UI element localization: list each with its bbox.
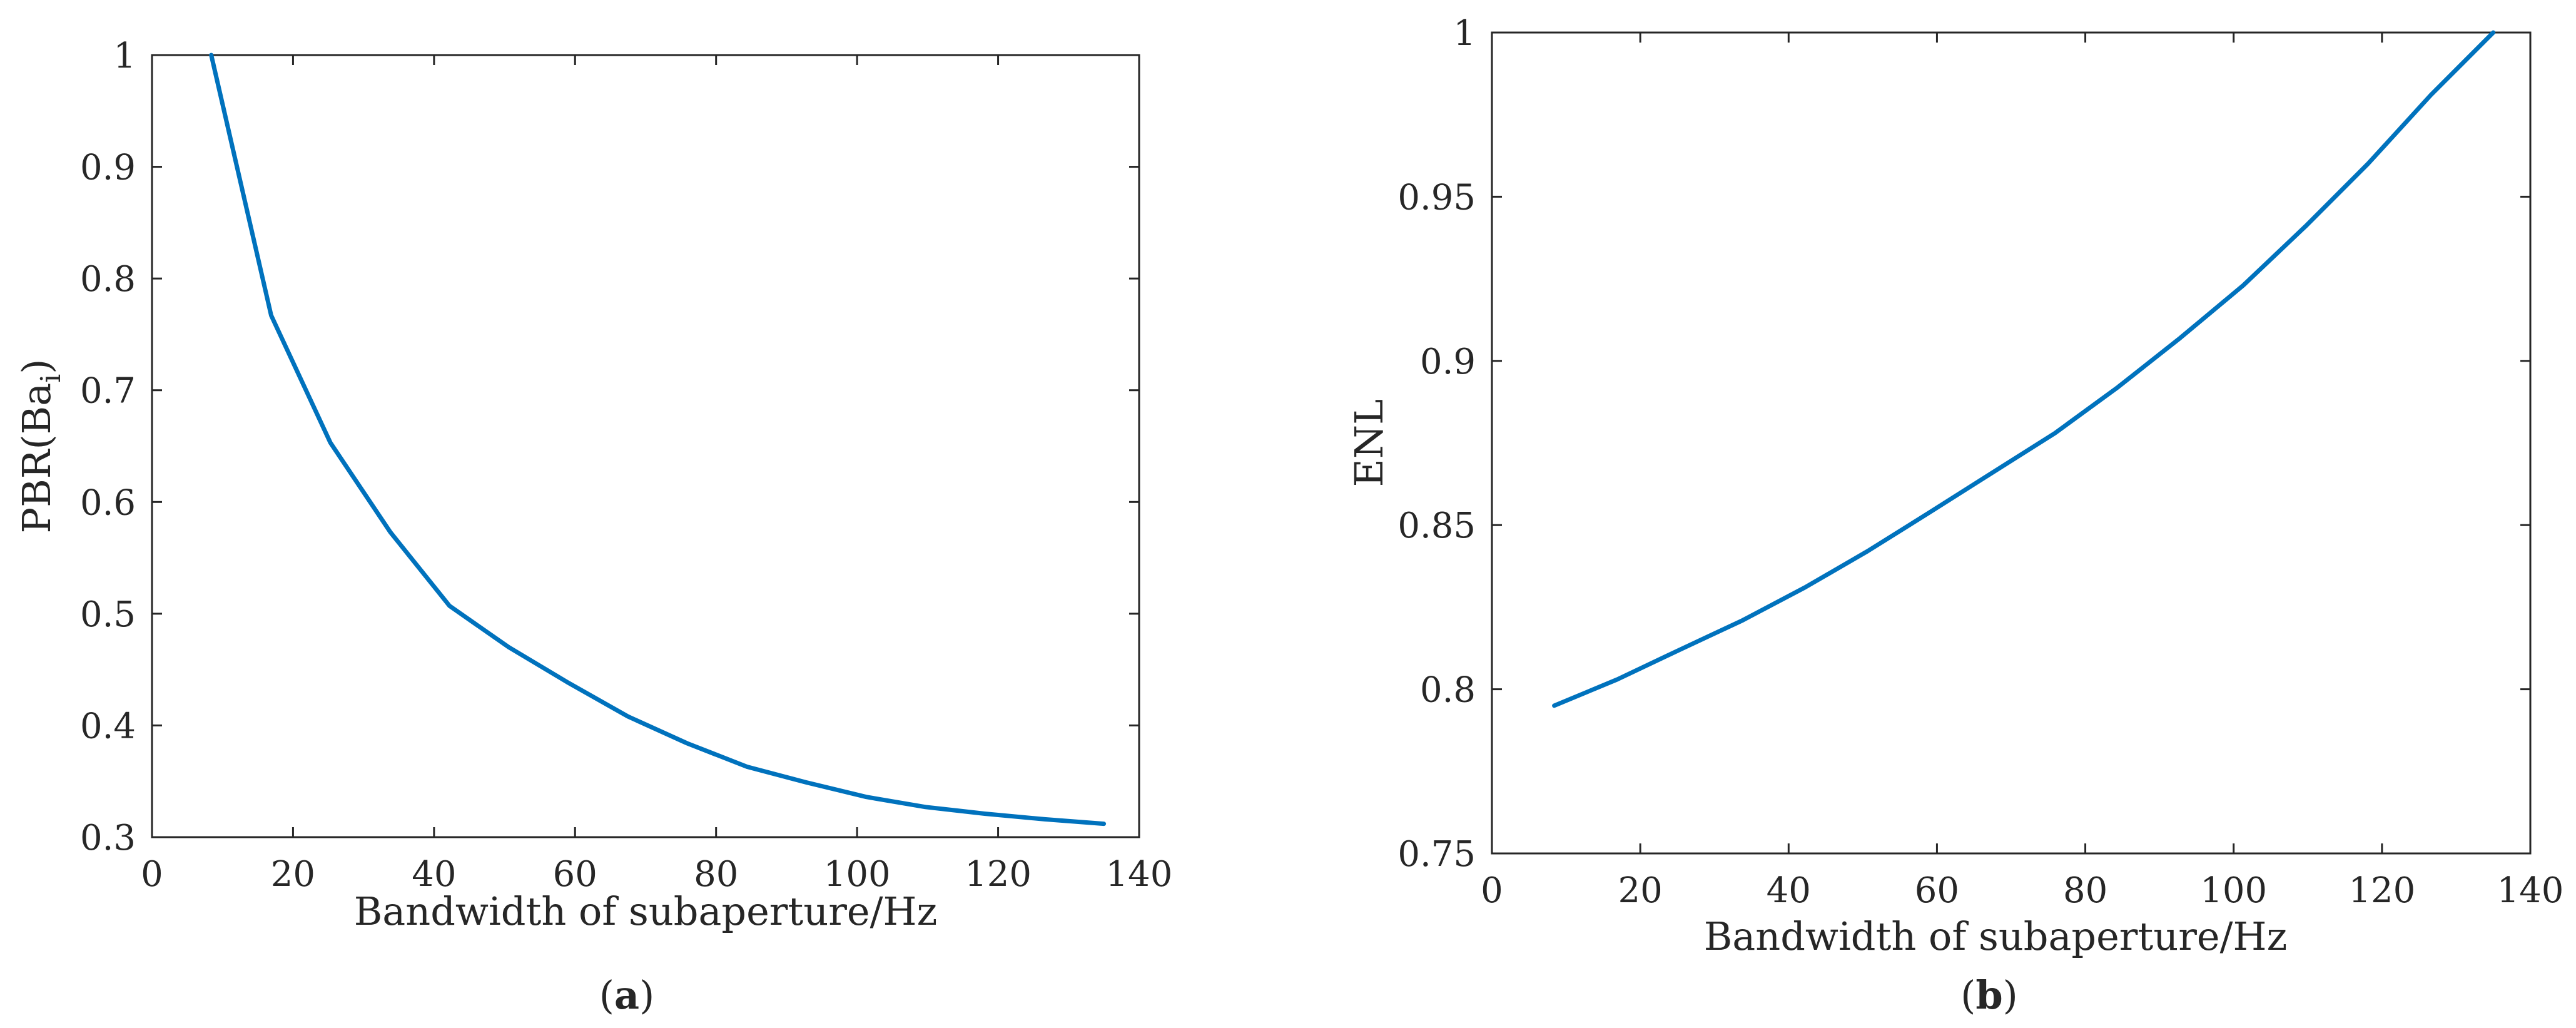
series-line [209, 53, 1107, 827]
x-tick-label: 60 [1915, 870, 1959, 911]
x-tick-label: 20 [1618, 870, 1663, 911]
x-tick-label: 40 [1767, 870, 1811, 911]
y-tick-label: 0.8 [1420, 670, 1476, 711]
x-tick-label: 120 [2348, 870, 2415, 911]
y-tick-label: 0.9 [1420, 342, 1476, 382]
x-tick-label: 0 [141, 854, 163, 895]
series-lines [209, 53, 1107, 827]
x-tick-label: 100 [824, 854, 891, 895]
x-tick-label: 100 [2200, 870, 2267, 911]
series-line [1552, 30, 2496, 708]
y-tick-label: 1 [1453, 13, 1476, 54]
y-tick-label: 0.9 [80, 148, 136, 188]
x-ticks: 0 20 40 60 80 100 120 140 [1481, 33, 2563, 911]
y-tick-label: 0.75 [1397, 834, 1476, 875]
y-tick-label: 0.8 [80, 259, 136, 300]
y-ticks: 0.75 0.8 0.85 0.9 0.95 1 [1397, 13, 2530, 875]
plot-frame [151, 54, 1140, 838]
y-tick-label: 0.95 [1397, 177, 1476, 218]
y-tick-label: 0.4 [80, 706, 136, 746]
chart-panel-b: 0 20 40 60 80 100 120 140 0.75 0.8 0.85 0.9 0.95 1 B… [1346, 13, 2563, 1018]
x-tick-label: 0 [1481, 870, 1503, 911]
x-tick-label: 80 [694, 854, 738, 895]
panel-caption: (a) [599, 972, 655, 1018]
panel-caption: (b) [1960, 972, 2018, 1018]
y-tick-label: 0.3 [80, 818, 136, 858]
x-axis-label: Bandwidth of subaperture/Hz [354, 888, 937, 934]
chart-panel-a: 0 20 40 60 80 100 120 140 0.3 0.4 0.5 0.6 0.7 0.8 0.9… [14, 36, 1172, 1018]
y-axis-label: PBR(Bai) [14, 359, 67, 534]
y-tick-label: 0.5 [80, 594, 136, 635]
series-lines [1552, 30, 2496, 708]
y-ticks: 0.3 0.4 0.5 0.6 0.7 0.8 0.9 1 [80, 36, 1139, 858]
x-tick-label: 60 [553, 854, 597, 895]
x-tick-label: 40 [412, 854, 456, 895]
x-tick-label: 140 [1106, 854, 1173, 895]
y-tick-label: 0.85 [1397, 506, 1476, 546]
x-tick-label: 140 [2497, 870, 2564, 911]
x-tick-label: 20 [271, 854, 315, 895]
plot-frame [1491, 31, 2532, 855]
x-tick-label: 120 [965, 854, 1032, 895]
y-axis-label: ENL [1346, 399, 1392, 487]
y-tick-label: 1 [113, 36, 136, 76]
y-tick-label: 0.7 [80, 371, 136, 412]
x-tick-label: 80 [2063, 870, 2107, 911]
y-tick-label: 0.6 [80, 482, 136, 523]
x-axis-label: Bandwidth of subaperture/Hz [1704, 913, 2287, 959]
x-ticks: 0 20 40 60 80 100 120 140 [141, 55, 1172, 895]
